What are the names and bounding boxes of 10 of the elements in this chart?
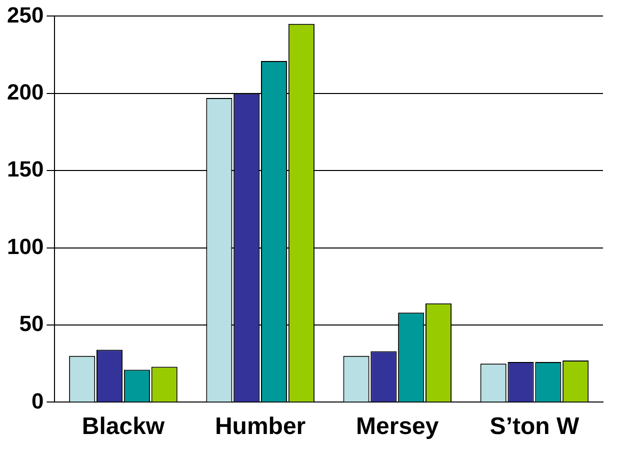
x-tick-label: S’ton W — [490, 413, 580, 440]
y-tick-label: 150 — [6, 156, 44, 182]
y-tick-label: 100 — [6, 234, 44, 259]
y-tick-label: 200 — [6, 79, 44, 104]
y-tick-label: 50 — [19, 311, 44, 336]
y-tick-label: 250 — [6, 2, 44, 28]
x-tick-label: Blackw — [82, 413, 165, 440]
x-tick-label: Humber — [214, 413, 306, 440]
y-tick-label: 0 — [31, 388, 44, 414]
x-tick-label: Mersey — [356, 413, 440, 440]
